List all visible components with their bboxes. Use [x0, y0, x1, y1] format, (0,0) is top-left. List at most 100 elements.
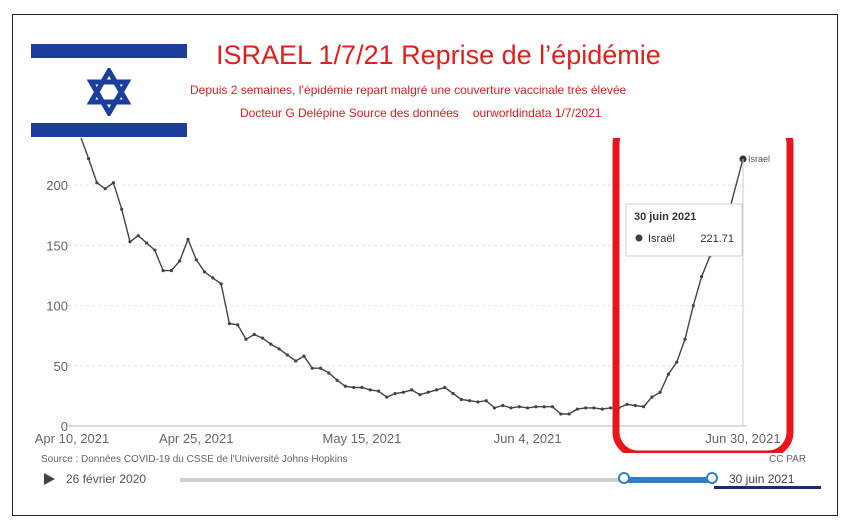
data-point — [244, 337, 248, 341]
data-point — [285, 353, 289, 357]
data-point — [153, 248, 157, 252]
author-source-line: Docteur G Delépine Source des données our… — [240, 106, 602, 120]
data-point — [501, 403, 505, 408]
flag-stripe-bottom — [31, 123, 187, 137]
data-point — [608, 406, 613, 410]
data-point — [526, 406, 530, 410]
data-point — [302, 354, 306, 358]
data-point — [633, 403, 637, 408]
data-point — [178, 259, 182, 263]
data-point — [327, 371, 331, 375]
data-point — [426, 390, 430, 394]
play-icon[interactable] — [44, 473, 55, 485]
data-point — [559, 412, 563, 416]
subtitle: Depuis 2 semaines, l’épidémie repart mal… — [190, 83, 627, 97]
timeline-selection — [624, 477, 712, 483]
data-point — [194, 258, 198, 262]
data-point — [144, 241, 149, 245]
data-point — [691, 303, 695, 308]
data-point — [277, 347, 281, 351]
data-point — [666, 372, 671, 376]
data-point — [401, 390, 405, 394]
data-point — [683, 337, 687, 341]
data-point — [658, 390, 662, 394]
data-point — [699, 275, 704, 279]
x-tick-label: Jun 4, 2021 — [494, 431, 562, 446]
end-series-label: Israel — [748, 154, 770, 164]
y-tick-label: 50 — [54, 359, 68, 374]
data-point — [86, 157, 91, 161]
data-point — [641, 405, 646, 409]
data-point — [136, 234, 140, 238]
line-chart: 0 50 100 150 200 Apr 10, 2021 Apr 25, 2021 May … — [35, 118, 794, 458]
data-point — [567, 412, 571, 416]
data-point — [451, 391, 455, 396]
data-point — [95, 181, 99, 185]
data-point — [534, 405, 538, 409]
data-point — [202, 270, 207, 274]
highlight-rectangle — [612, 118, 794, 458]
y-tick-label: 150 — [46, 238, 68, 253]
data-point — [186, 237, 190, 241]
y-tick-label: 100 — [46, 299, 68, 314]
data-point — [443, 385, 447, 390]
data-point — [393, 391, 397, 396]
data-point — [368, 388, 372, 392]
data-point — [410, 388, 414, 392]
source-date-text: ourworldindata 1/7/2021 — [472, 106, 602, 120]
data-point — [294, 359, 298, 363]
data-point — [343, 384, 347, 388]
flag-stripe-top — [31, 44, 187, 58]
data-point — [120, 207, 124, 211]
data-point — [517, 405, 521, 409]
timeline-start-handle[interactable] — [618, 472, 630, 484]
tooltip-date: 30 juin 2021 — [634, 211, 696, 223]
data-point — [376, 389, 381, 393]
data-point — [434, 388, 439, 392]
tooltip-value: 221.71 — [700, 233, 734, 245]
timeline-end-handle[interactable] — [706, 472, 718, 484]
data-point — [260, 336, 265, 340]
timeline-start-label: 26 février 2020 — [66, 472, 147, 486]
license-link[interactable]: CC PAR — [769, 454, 807, 465]
x-tick-label: May 15, 2021 — [323, 431, 402, 446]
data-point — [128, 240, 132, 244]
data-point — [418, 393, 422, 397]
data-point — [509, 406, 513, 410]
data-point — [575, 407, 579, 411]
x-tick-label: Jun 30, 2021 — [705, 431, 780, 446]
data-point — [625, 402, 629, 406]
chart-area: 0 50 100 150 200 Apr 10, 2021 Apr 25, 2021 May … — [28, 118, 823, 518]
data-point — [318, 366, 323, 370]
data-point — [269, 342, 273, 346]
tooltip-box — [625, 203, 743, 257]
data-point — [592, 406, 596, 410]
author-source-text: Docteur G Delépine Source des données — [240, 106, 459, 120]
y-tick-label: 200 — [46, 178, 68, 193]
data-point — [103, 187, 107, 191]
data-point — [169, 269, 174, 273]
tooltip-series-dot — [635, 234, 643, 242]
timeline-end-label: 30 juin 2021 — [729, 472, 795, 486]
data-point — [335, 378, 339, 382]
data-point — [550, 405, 555, 409]
data-point — [385, 395, 389, 399]
star-of-david-icon — [86, 68, 132, 116]
x-tick-label: Apr 10, 2021 — [35, 431, 109, 446]
data-point — [219, 282, 223, 286]
data-point — [675, 360, 679, 364]
data-point — [211, 276, 215, 280]
data-point — [310, 366, 314, 370]
data-point — [360, 385, 364, 390]
data-point — [492, 406, 497, 410]
x-tick-label: Apr 25, 2021 — [159, 431, 233, 446]
end-point-marker — [739, 155, 747, 163]
data-point — [352, 385, 356, 390]
data-point — [476, 400, 480, 404]
data-point — [600, 407, 604, 411]
page-title: ISRAEL 1/7/21 Reprise de l’épidémie — [216, 40, 661, 70]
data-point — [236, 323, 240, 327]
source-note: Source : Données COVID-19 du CSSE de l'U… — [41, 454, 348, 465]
tooltip-series-name: Israël — [648, 233, 675, 245]
timeline-track[interactable] — [180, 478, 710, 482]
